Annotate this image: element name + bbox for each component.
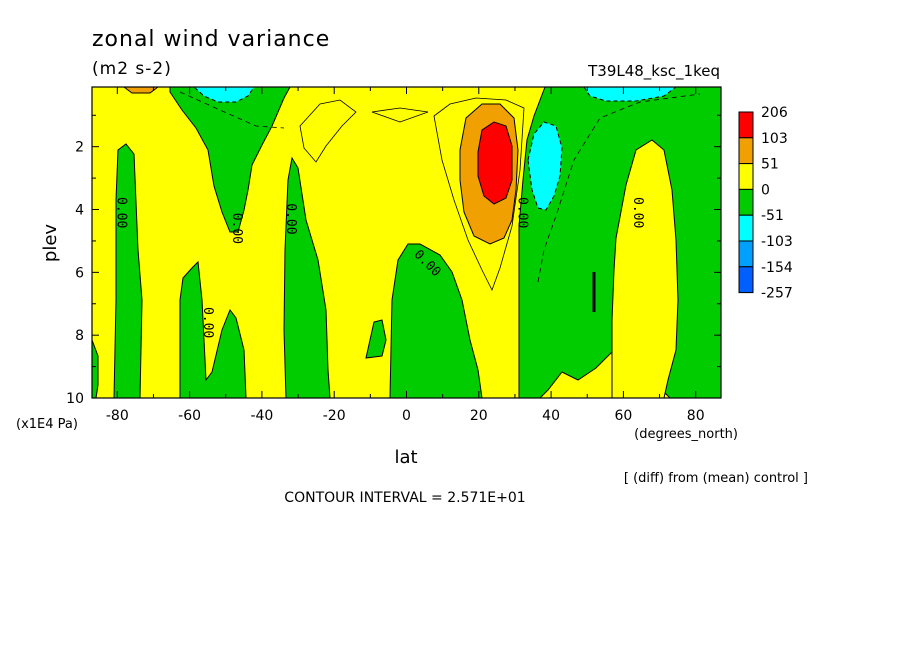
green-region-sh-mid: [179, 260, 247, 398]
green-region-top-sh: [169, 87, 291, 233]
contour-label: 0.00: [283, 203, 298, 234]
green-region-sh-band: [283, 156, 331, 398]
x-axis-label: lat: [394, 447, 417, 468]
y-tick-label: 10: [66, 391, 84, 407]
chart-units: (m2 s-2): [92, 59, 172, 79]
x-axis: -80 -60 -40 -20 0 20 40 60 80: [106, 87, 705, 424]
red-region-jet-core: [477, 121, 513, 205]
y-tick-label: 2: [75, 140, 84, 156]
x-tick-label: -20: [323, 408, 346, 424]
contour-label: 0.00: [200, 307, 215, 338]
green-region-left-edge: [92, 339, 99, 398]
contour-line-eq-loop: [371, 107, 429, 123]
legend-label: -154: [761, 260, 793, 276]
contour-label: 0.00: [515, 197, 530, 228]
orange-region-top: [123, 87, 159, 94]
legend-swatch: [738, 188, 754, 216]
legend-label: -51: [761, 208, 784, 224]
contour-interval: CONTOUR INTERVAL = 2.571E+01: [284, 490, 525, 506]
x-tick-label: 0: [402, 408, 411, 424]
diff-note: [ (diff) from (mean) control ]: [624, 471, 808, 486]
legend-label: -103: [761, 234, 793, 250]
green-region-equator: [389, 243, 483, 398]
legend-swatch: [738, 240, 754, 268]
contour-line-top-dashed: [179, 91, 285, 129]
run-label: T39L48_ksc_1keq: [587, 62, 720, 81]
y-axis-units: (x1E4 Pa): [16, 417, 78, 432]
legend-label: 103: [761, 131, 788, 147]
x-tick-label: 20: [470, 408, 488, 424]
legend-swatch: [738, 163, 754, 190]
contour-line-nh-dashed: [537, 93, 701, 283]
blue-region-top-nh: [583, 87, 677, 102]
green-region-left-band: [113, 143, 143, 398]
x-tick-label: 60: [614, 408, 632, 424]
x-tick-label: -60: [178, 408, 201, 424]
yellow-region-nh-lobe: [611, 139, 679, 398]
x-tick-label: -80: [106, 408, 129, 424]
legend-label: 0: [761, 182, 770, 198]
color-legend: 206 103 51 0 -51 -103 -154 -257: [738, 105, 793, 302]
contour-labels: 0.000.00 0.000.000.000.00 0.00: [113, 197, 645, 338]
legend-label: 51: [761, 157, 779, 173]
chart-title: zonal wind variance: [92, 27, 330, 52]
y-tick-label: 4: [75, 203, 84, 219]
x-axis-units: (degrees_north): [634, 427, 738, 442]
contour-label: 0.00: [630, 197, 645, 228]
legend-swatch: [738, 111, 754, 139]
y-tick-label: 6: [75, 265, 84, 281]
blue-region-nh-jet: [527, 121, 563, 211]
x-tick-label: 40: [542, 408, 560, 424]
y-axis: 2 4 6 8 10: [66, 114, 721, 407]
legend-swatch: [738, 137, 754, 165]
legend-label: 206: [761, 105, 788, 121]
y-tick-label: 8: [75, 328, 84, 344]
y-axis-label: plev: [40, 224, 61, 263]
legend-swatch: [738, 214, 754, 242]
contour-line-jet-outer: [433, 97, 525, 292]
x-tick-label: -40: [250, 408, 273, 424]
contour-field: [92, 87, 721, 398]
x-tick-label: 80: [687, 408, 705, 424]
legend-label: -257: [761, 286, 793, 302]
contour-label: 0.00: [113, 197, 128, 228]
green-region-small: [365, 319, 387, 359]
contour-label: 0.00: [229, 213, 244, 244]
blue-region-top-sh: [193, 87, 255, 103]
contour-line-sh-loop: [299, 99, 357, 163]
legend-swatch: [738, 266, 754, 294]
